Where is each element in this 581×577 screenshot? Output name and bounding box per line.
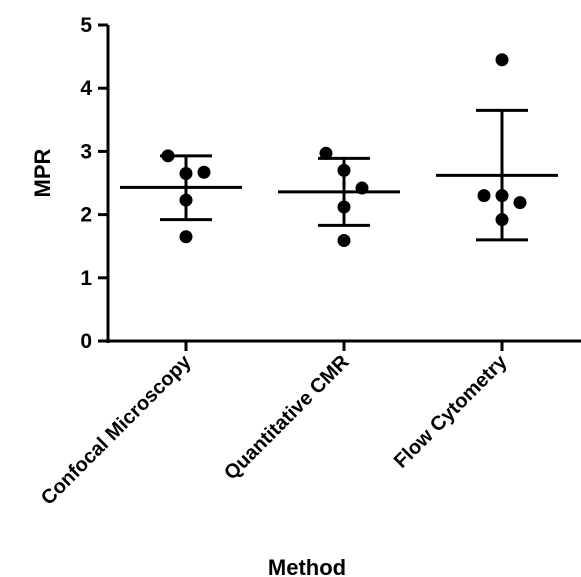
group-flow-cytometry [436,53,558,242]
y-tick-label: 1 [80,267,92,290]
data-point [197,165,211,179]
data-point [161,149,175,163]
data-point [337,163,351,177]
y-tick-label: 3 [80,140,92,163]
x-tick-label: Confocal Microscopy [37,350,196,509]
x-axis: Confocal Microscopy Quantitative CMR Flow … [37,339,581,510]
data-point [179,167,193,181]
y-tick-label: 5 [80,14,92,37]
y-axis: 0 1 2 3 4 5 [80,14,110,353]
x-tick-label: Quantitative CMR [220,351,354,485]
x-axis-title: Method [268,555,346,577]
x-tick-label: Flow Cytometry [390,350,512,472]
y-tick-label: 2 [80,204,92,227]
y-tick-label: 0 [80,330,92,353]
y-tick-label: 4 [80,77,92,100]
data-point [513,196,527,210]
y-axis-title: MPR [30,148,55,197]
data-point [495,53,509,67]
data-point [179,193,193,207]
data-point [355,181,369,195]
data-point [337,234,351,248]
data-point [319,146,333,160]
data-point [179,230,193,244]
group-confocal-microscopy [120,149,242,244]
group-quantitative-cmr [278,146,400,248]
data-point [337,200,351,214]
data-point [495,213,509,227]
data-point [477,189,491,203]
plot-area [120,53,558,248]
data-point [495,189,509,203]
